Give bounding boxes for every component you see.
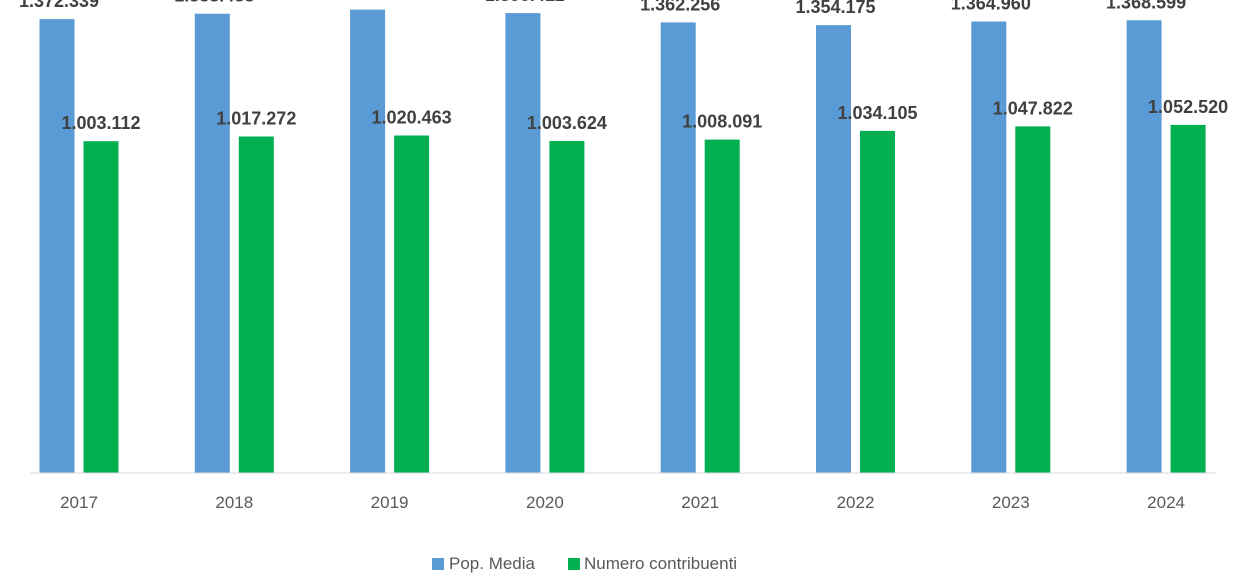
legend-swatch-numero-contribuenti xyxy=(568,558,580,570)
bar-pop-media-2017 xyxy=(39,19,75,473)
data-label-pop-media-2023: 1.364.960 xyxy=(951,0,1031,14)
x-tick-label-2023: 2023 xyxy=(992,493,1030,512)
data-label-pop-media-2024: 1.368.599 xyxy=(1106,0,1186,12)
legend: Pop. Media Numero contribuenti xyxy=(432,554,737,573)
x-tick-label-2017: 2017 xyxy=(60,493,98,512)
data-label-numero-contribuenti-2019: 1.020.463 xyxy=(372,108,452,128)
legend-label-pop-media: Pop. Media xyxy=(449,554,536,573)
data-label-numero-contribuenti-2017: 1.003.112 xyxy=(61,113,140,133)
bar-numero-contribuenti-2019 xyxy=(394,135,430,473)
legend-swatch-pop-media xyxy=(432,558,444,570)
x-tick-label-2018: 2018 xyxy=(215,493,253,512)
data-label-numero-contribuenti-2020: 1.003.624 xyxy=(527,113,607,133)
data-label-pop-media-2019: 1.401.111 xyxy=(331,0,409,2)
bar-numero-contribuenti-2017 xyxy=(83,141,119,473)
bar-pop-media-2021 xyxy=(660,22,696,474)
bar-numero-contribuenti-2020 xyxy=(549,141,585,473)
bar-pop-media-2019 xyxy=(350,9,386,473)
data-labels-layer: 1.372.339 1.003.112 1.388.488 1.017.272 1.40… xyxy=(19,0,1228,133)
data-label-pop-media-2020: 1.390.412 xyxy=(485,0,565,5)
data-label-pop-media-2018: 1.388.488 xyxy=(174,0,254,6)
x-tick-label-2020: 2020 xyxy=(526,493,564,512)
bar-numero-contribuenti-2024 xyxy=(1170,124,1206,474)
legend-label-numero-contribuenti: Numero contribuenti xyxy=(584,554,737,573)
bar-pop-media-2018 xyxy=(194,13,230,473)
bar-numero-contribuenti-2023 xyxy=(1015,126,1051,474)
data-label-numero-contribuenti-2018: 1.017.272 xyxy=(216,109,296,129)
x-tick-label-2021: 2021 xyxy=(681,493,719,512)
data-label-pop-media-2021: 1.362.256 xyxy=(640,0,720,14)
data-label-pop-media-2022: 1.354.175 xyxy=(795,0,875,17)
bar-pop-media-2023 xyxy=(971,21,1007,473)
bar-numero-contribuenti-2021 xyxy=(704,139,740,473)
x-tick-label-2022: 2022 xyxy=(837,493,875,512)
bar-pop-media-2022 xyxy=(816,25,851,473)
bar-pop-media-2024 xyxy=(1126,20,1162,474)
data-label-pop-media-2017: 1.372.339 xyxy=(19,0,99,11)
data-label-numero-contribuenti-2022: 1.034.105 xyxy=(837,103,917,123)
x-tick-label-2024: 2024 xyxy=(1147,493,1185,512)
data-label-numero-contribuenti-2023: 1.047.822 xyxy=(993,98,1073,118)
x-tick-label-2019: 2019 xyxy=(371,493,409,512)
bar-pop-media-2020 xyxy=(505,13,541,473)
x-tick-labels: 2017 2018 2019 2020 2021 2022 2023 2024 xyxy=(60,493,1185,512)
bar-numero-contribuenti-2018 xyxy=(238,136,274,473)
data-label-numero-contribuenti-2021: 1.008.091 xyxy=(682,112,762,132)
bars-layer xyxy=(39,9,1206,474)
bar-numero-contribuenti-2022 xyxy=(860,130,895,473)
data-label-numero-contribuenti-2024: 1.052.520 xyxy=(1148,97,1228,117)
